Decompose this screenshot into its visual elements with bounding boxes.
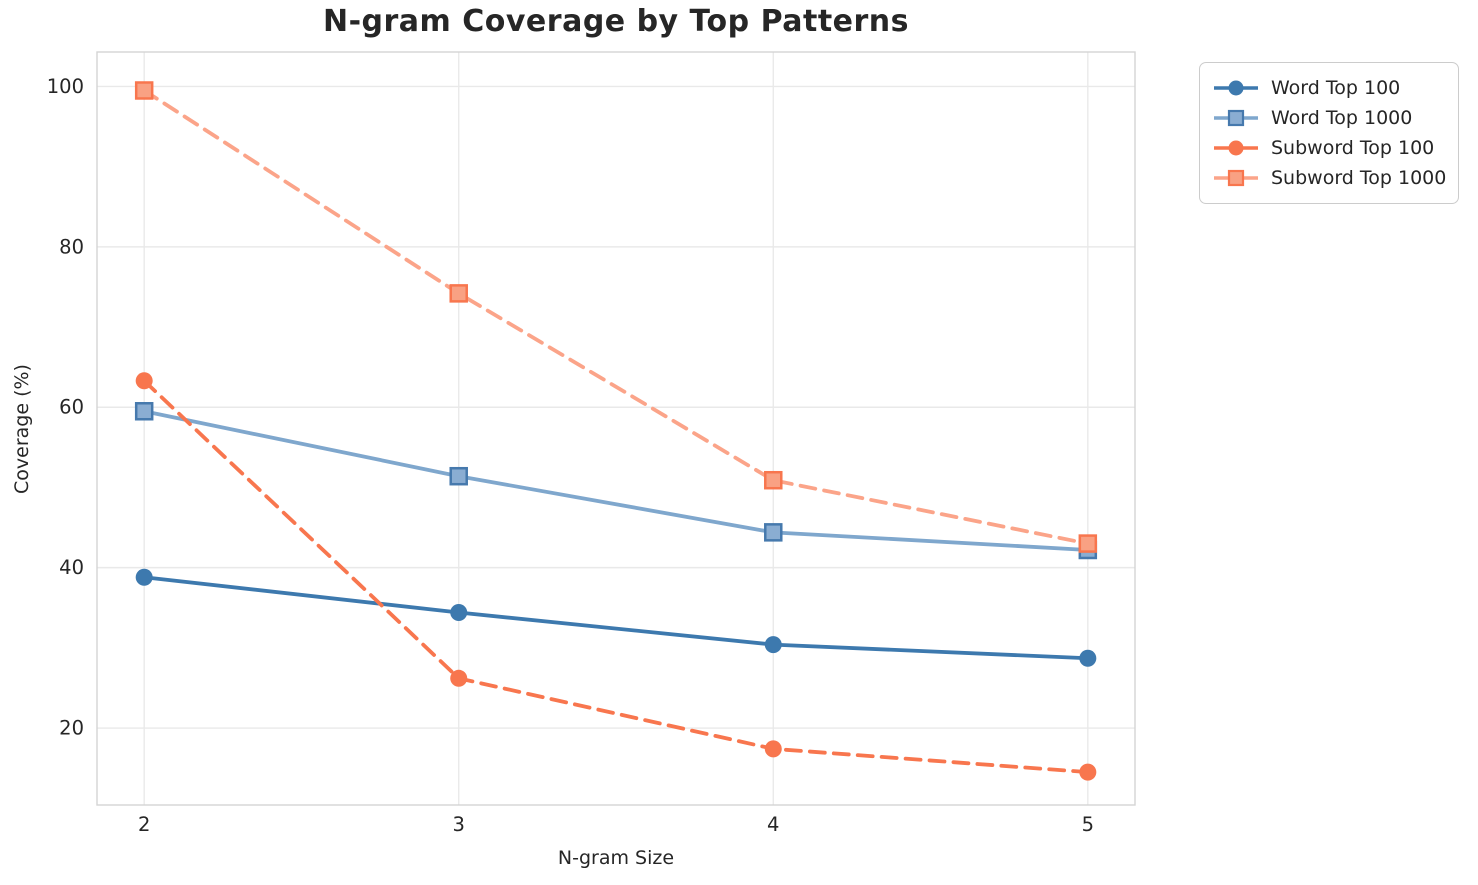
legend-item-subword-top-1000: Subword Top 1000 [1212,163,1447,193]
marker-subword-top-1000 [764,470,783,490]
square-marker-icon [1214,169,1258,187]
marker-word-top-1000 [449,466,468,486]
series-line-subword-top-1000 [142,88,1090,546]
marker-subword-top-100 [135,372,153,390]
chart-title: N-gram Coverage by Top Patterns [322,4,910,39]
series-line-word-top-100 [142,575,1090,661]
x-tick-label: 4 [767,813,779,836]
legend-label: Word Top 1000 [1271,107,1413,129]
axes-frame [96,51,1136,806]
y-axis-label: Coverage (%) [11,364,33,494]
x-tick-label: 3 [453,813,465,836]
x-tick-label: 2 [138,813,150,836]
marker-word-top-100 [764,636,782,654]
legend-item-word-top-100: Word Top 100 [1212,73,1444,103]
marker-subword-top-100 [1079,763,1097,781]
y-tick-label: 40 [59,556,84,579]
marker-subword-top-1000 [449,284,468,303]
series-line-word-top-1000 [142,409,1090,552]
legend-label: Word Top 100 [1271,77,1401,99]
series-line-subword-top-100 [142,378,1090,775]
marker-word-top-100 [135,568,153,586]
marker-subword-top-1000 [1078,534,1098,553]
legend-item-word-top-1000: Word Top 1000 [1212,103,1444,133]
circle-marker-icon [1214,140,1258,156]
legend-label: Subword Top 100 [1271,137,1435,159]
y-tick-label: 80 [59,235,84,258]
marker-subword-top-1000 [134,81,154,100]
x-axis-label: N-gram Size [557,847,675,869]
marker-word-top-1000 [764,523,783,542]
marker-subword-top-100 [764,740,782,758]
circle-marker-icon [1214,80,1258,96]
marker-word-top-100 [450,604,468,622]
legend: Word Top 100 Word Top 1000 Subword Top 100… [1199,62,1459,204]
legend-item-subword-top-100: Subword Top 100 [1212,133,1444,163]
x-tick-label: 5 [1082,813,1094,836]
y-tick-label: 20 [59,717,84,740]
legend-label: Subword Top 1000 [1271,167,1447,189]
marker-word-top-1000 [134,402,154,421]
marker-subword-top-100 [450,669,468,687]
y-tick-label: 100 [47,75,84,98]
y-tick-label: 60 [59,396,84,419]
marker-word-top-100 [1079,649,1097,667]
square-marker-icon [1214,109,1258,127]
